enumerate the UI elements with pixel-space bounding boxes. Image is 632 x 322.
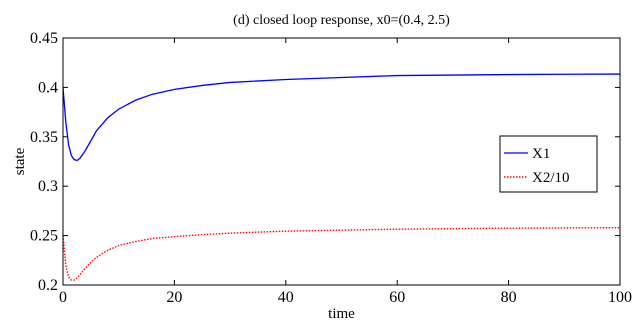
x-tick-label: 100 bbox=[608, 289, 632, 306]
y-tick-label: 0.2 bbox=[38, 277, 58, 294]
legend-label-1: X1 bbox=[532, 146, 550, 162]
x-tick-label: 0 bbox=[59, 289, 67, 306]
y-tick-label: 0.45 bbox=[30, 30, 58, 47]
y-tick-label: 0.3 bbox=[38, 178, 58, 195]
y-tick-label: 0.4 bbox=[38, 79, 58, 96]
y-tick-label: 0.35 bbox=[30, 129, 58, 146]
axes-box bbox=[62, 37, 621, 286]
x-tick-label: 40 bbox=[278, 289, 294, 306]
x-tick-label: 20 bbox=[166, 289, 182, 306]
x-tick-label: 60 bbox=[389, 289, 405, 306]
y-tick-label: 0.25 bbox=[30, 228, 58, 245]
x-axis-label: time bbox=[328, 306, 355, 322]
x-tick-label: 80 bbox=[501, 289, 517, 306]
legend: X1 X2/10 bbox=[499, 135, 598, 193]
legend-box bbox=[499, 135, 598, 193]
legend-label-2: X2/10 bbox=[532, 170, 570, 186]
y-axis-label: state bbox=[12, 147, 28, 175]
chart-title: (d) closed loop response, x0=(0.4, 2.5) bbox=[233, 13, 450, 28]
series-line-1 bbox=[62, 73, 621, 162]
plot-area: 0 20 40 60 80 100 0.2 0.25 0.3 0.35 0.4 0.45 bbox=[30, 30, 632, 306]
series-line-2 bbox=[62, 227, 621, 281]
